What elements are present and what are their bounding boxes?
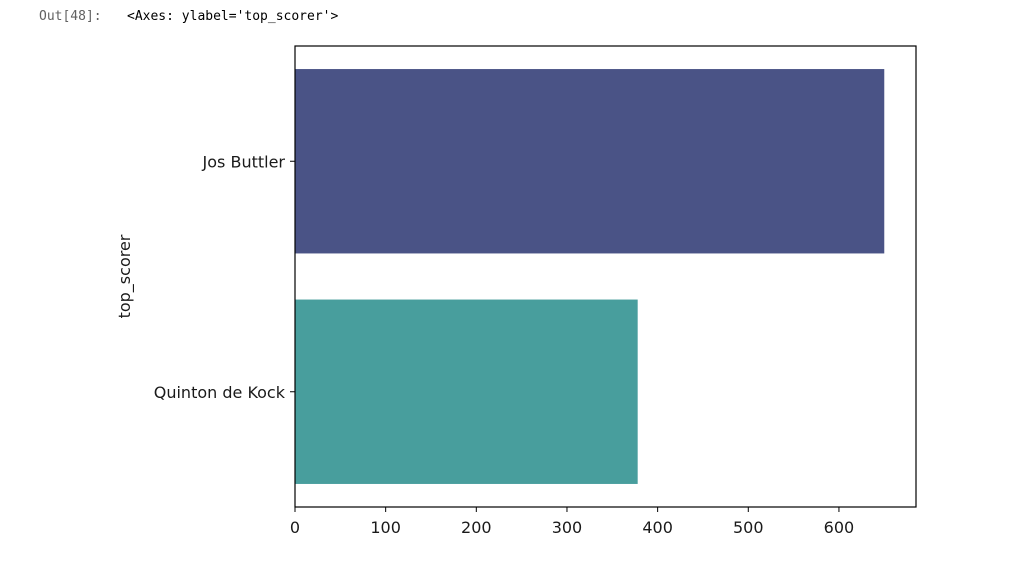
bar-jos-buttler [295, 69, 885, 254]
x-tick-label: 100 [370, 518, 401, 537]
x-tick-label: 600 [824, 518, 855, 537]
plot-frame [294, 45, 917, 508]
y-axis-label: top_scorer [115, 234, 135, 318]
output-repr: <Axes: ylabel='top_scorer'> [127, 9, 339, 24]
y-axis: Jos Buttler Quinton de Kock [154, 152, 295, 402]
x-tick-label: 400 [642, 518, 673, 537]
x-tick-label: 500 [733, 518, 764, 537]
bar-quinton-de-kock [295, 299, 638, 484]
x-tick-label: 200 [461, 518, 492, 537]
x-tick-label: 300 [552, 518, 583, 537]
y-tick-label: Jos Buttler [202, 152, 286, 171]
bars-group [295, 69, 885, 484]
output-prompt: Out[48]: [39, 9, 102, 24]
x-axis: 0 100 200 300 400 500 600 [290, 507, 854, 537]
y-tick-label: Quinton de Kock [154, 383, 286, 402]
x-tick-label: 0 [290, 518, 300, 537]
